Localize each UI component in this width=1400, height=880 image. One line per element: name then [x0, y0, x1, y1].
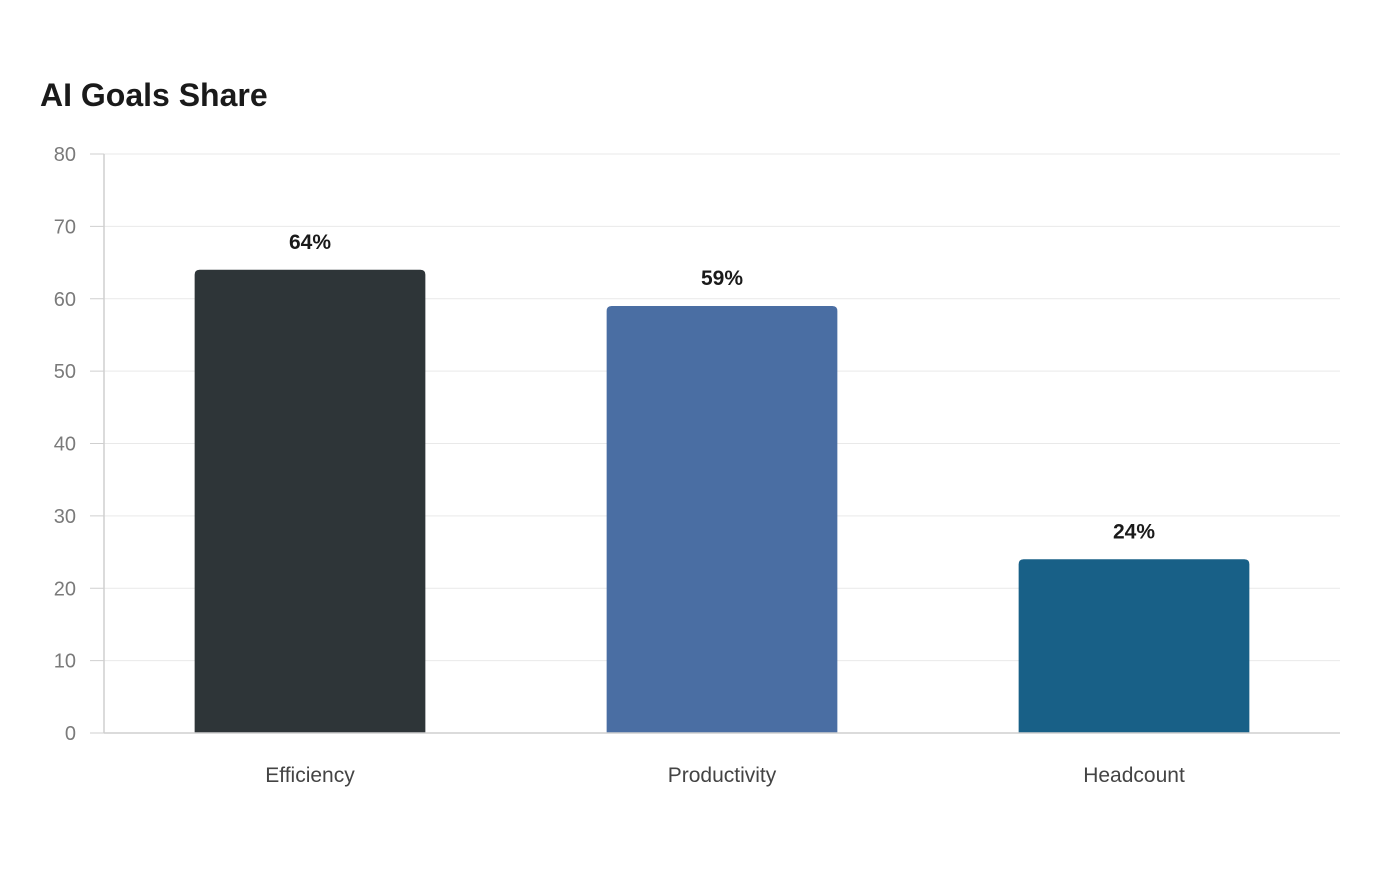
y-tick-label: 40: [54, 434, 76, 456]
axes: [90, 153, 1340, 734]
bar-headcount: [1018, 559, 1250, 733]
y-tick-label: 20: [54, 578, 76, 600]
x-tick-label: Productivity: [668, 764, 777, 787]
bar-efficiency: [194, 269, 426, 733]
y-tick-label: 30: [54, 506, 76, 528]
data-label: 24%: [1113, 520, 1155, 543]
y-tick-label: 80: [54, 144, 76, 166]
bar-productivity: [606, 305, 838, 733]
chart-title: AI Goals Share: [40, 77, 268, 113]
bars: [194, 269, 1250, 733]
y-tick-label: 60: [54, 289, 76, 311]
y-tick-label: 10: [54, 651, 76, 673]
y-tick-label: 0: [65, 723, 76, 745]
x-tick-label: Efficiency: [265, 764, 355, 787]
data-label: 59%: [701, 267, 743, 290]
y-tick-label: 50: [54, 361, 76, 383]
y-tick-label: 70: [54, 216, 76, 238]
data-label: 64%: [289, 231, 331, 254]
labels: 0 10 20 30 40 50 60 70 80 64% Efficiency 59% Product…: [54, 144, 1185, 787]
x-tick-label: Headcount: [1083, 764, 1185, 787]
